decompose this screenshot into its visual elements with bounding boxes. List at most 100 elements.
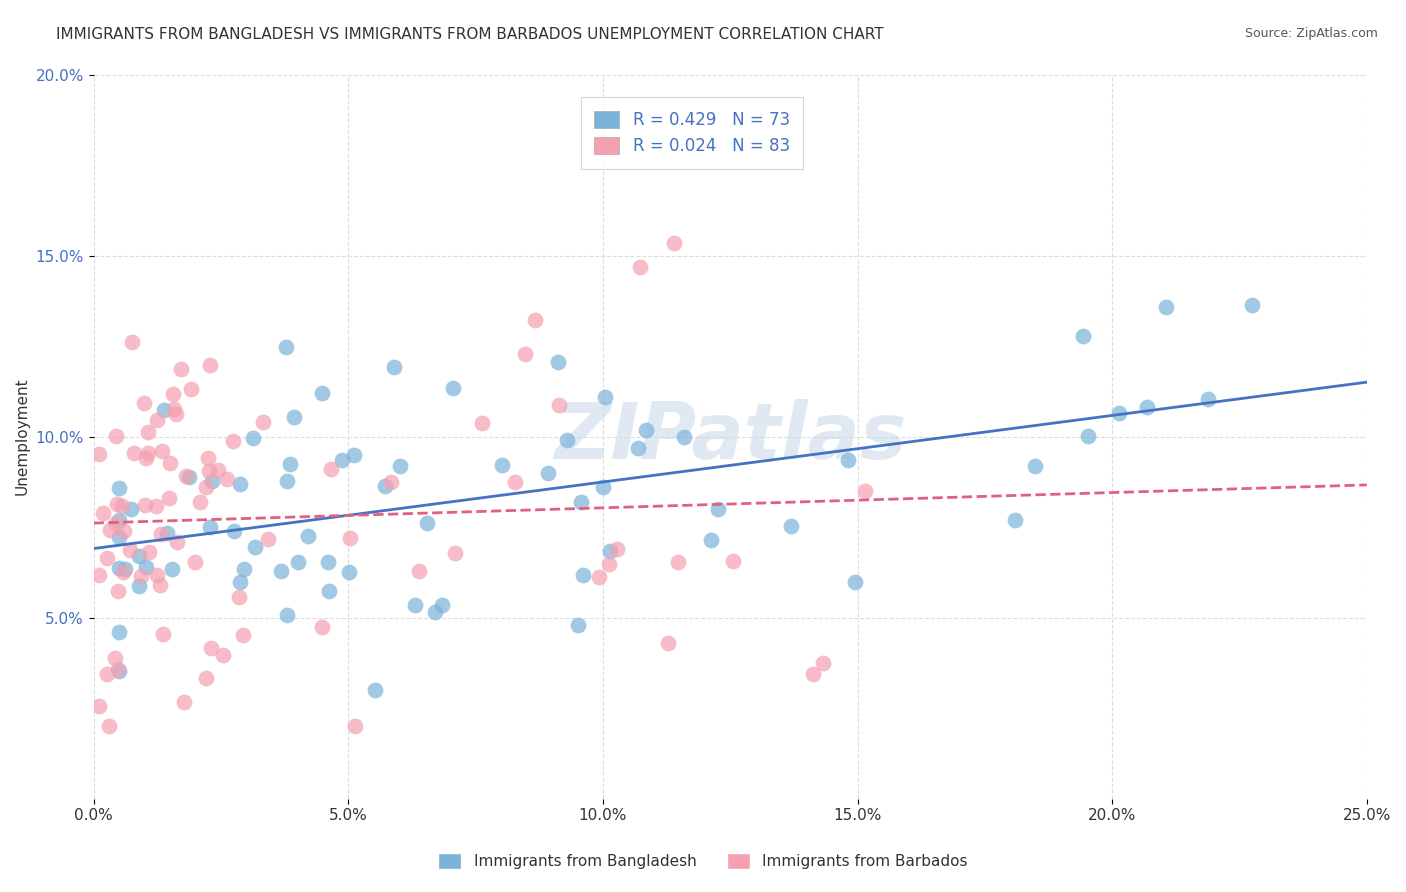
Point: [287, 555, 309, 569]
Point: [197, 450, 219, 465]
Point: [118, 542, 141, 557]
Point: [112, 524, 135, 539]
Point: [513, 347, 536, 361]
Point: [108, 561, 131, 575]
Point: [174, 469, 197, 483]
Point: [844, 575, 866, 590]
Point: [180, 382, 202, 396]
Text: IMMIGRANTS FROM BANGLADESH VS IMMIGRANTS FROM BARBADOS UNEMPLOYMENT CORRELATION : IMMIGRANTS FROM BANGLADESH VS IMMIGRANTS…: [56, 27, 884, 42]
Point: [111, 565, 134, 579]
Point: [592, 480, 614, 494]
Point: [364, 683, 387, 698]
Point: [122, 446, 145, 460]
Point: [408, 564, 430, 578]
Point: [149, 578, 172, 592]
Point: [382, 360, 405, 375]
Point: [195, 480, 218, 494]
Point: [224, 524, 246, 538]
Point: [657, 636, 679, 650]
Point: [423, 605, 446, 619]
Point: [662, 235, 685, 250]
Point: [232, 562, 254, 576]
Point: [138, 446, 160, 460]
Point: [145, 500, 167, 514]
Point: [120, 501, 142, 516]
Point: [228, 591, 250, 605]
Point: [276, 608, 298, 623]
Point: [811, 656, 834, 670]
Point: [572, 568, 595, 582]
Point: [87, 447, 110, 461]
Legend: Immigrants from Bangladesh, Immigrants from Barbados: Immigrants from Bangladesh, Immigrants f…: [433, 847, 973, 875]
Point: [548, 398, 571, 412]
Point: [169, 362, 191, 376]
Point: [780, 519, 803, 533]
Y-axis label: Unemployment: Unemployment: [15, 378, 30, 495]
Point: [242, 431, 264, 445]
Point: [283, 409, 305, 424]
Point: [297, 529, 319, 543]
Point: [159, 456, 181, 470]
Point: [200, 640, 222, 655]
Point: [441, 381, 464, 395]
Point: [198, 464, 221, 478]
Point: [201, 475, 224, 489]
Point: [503, 475, 526, 490]
Point: [217, 472, 239, 486]
Point: [319, 461, 342, 475]
Point: [153, 403, 176, 417]
Point: [380, 475, 402, 489]
Point: [108, 624, 131, 639]
Point: [105, 516, 128, 530]
Point: [212, 648, 235, 662]
Point: [404, 598, 426, 612]
Point: [721, 554, 744, 568]
Point: [107, 584, 129, 599]
Point: [837, 452, 859, 467]
Point: [222, 434, 245, 449]
Point: [103, 651, 125, 665]
Point: [700, 533, 723, 547]
Point: [344, 719, 367, 733]
Point: [108, 664, 131, 678]
Point: [97, 719, 120, 733]
Point: [155, 526, 177, 541]
Point: [606, 542, 628, 557]
Point: [672, 430, 695, 444]
Point: [567, 618, 589, 632]
Point: [108, 481, 131, 495]
Point: [343, 448, 366, 462]
Point: [1004, 513, 1026, 527]
Point: [416, 516, 439, 530]
Text: ZIPatlas: ZIPatlas: [554, 399, 907, 475]
Point: [229, 476, 252, 491]
Point: [270, 565, 292, 579]
Point: [636, 423, 658, 437]
Point: [96, 551, 118, 566]
Point: [121, 334, 143, 349]
Point: [146, 413, 169, 427]
Point: [160, 562, 183, 576]
Point: [1024, 458, 1046, 473]
Point: [666, 555, 689, 569]
Point: [245, 540, 267, 554]
Point: [337, 565, 360, 579]
Point: [276, 475, 298, 489]
Point: [132, 395, 155, 409]
Point: [1077, 428, 1099, 442]
Point: [569, 495, 592, 509]
Point: [229, 575, 252, 590]
Point: [87, 699, 110, 714]
Point: [145, 568, 167, 582]
Point: [537, 467, 560, 481]
Point: [128, 579, 150, 593]
Point: [471, 416, 494, 430]
Point: [150, 526, 173, 541]
Point: [278, 457, 301, 471]
Point: [150, 444, 173, 458]
Point: [162, 387, 184, 401]
Point: [339, 531, 361, 545]
Point: [524, 313, 547, 327]
Point: [252, 415, 274, 429]
Point: [598, 558, 620, 572]
